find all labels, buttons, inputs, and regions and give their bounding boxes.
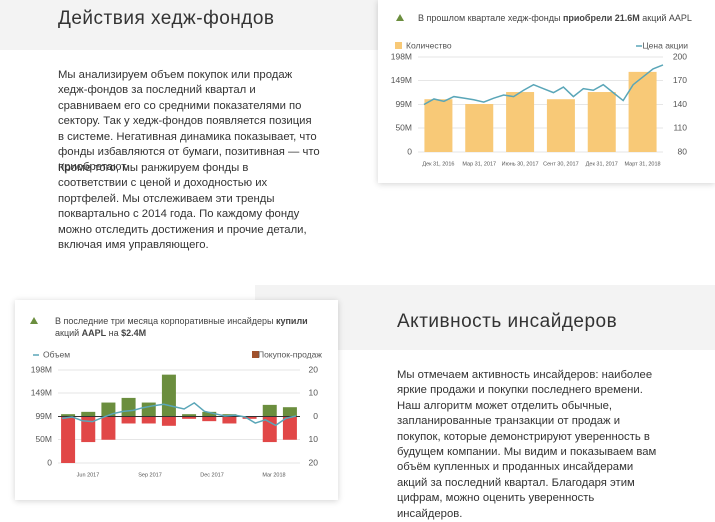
bar (424, 99, 453, 152)
tick-label: 110 (673, 123, 687, 133)
legend-label: Цена акции (642, 40, 688, 50)
tick-label: 99M (35, 411, 52, 421)
sell-bar (282, 416, 297, 440)
buy-bar (282, 407, 297, 417)
tick-label: 50M (395, 122, 412, 132)
header-text: акций AAPL (639, 13, 692, 23)
card (15, 300, 338, 500)
sell-bar (202, 416, 217, 422)
header-text: на (106, 328, 122, 338)
header-text: В прошлом квартале хедж-фонды (418, 13, 563, 23)
chart-header: В прошлом квартале хедж-фонды приобрели … (418, 12, 692, 24)
buy-bar (101, 402, 116, 417)
buy-bar (141, 402, 156, 417)
tick-label: 0 (47, 457, 52, 467)
up-icon (396, 14, 404, 21)
tick-label: 198M (31, 364, 52, 374)
bar (587, 92, 616, 152)
sell-bar (222, 416, 237, 424)
x-tick-label: Дек 31, 2017 (586, 161, 618, 167)
section-title: Действия хедж-фондов (58, 8, 275, 29)
tick-label: 0 (407, 146, 412, 156)
chart-header: В последние три месяца корпоративные инс… (55, 315, 325, 339)
tick-label: 149M (391, 75, 412, 85)
buy-bar (81, 411, 96, 417)
buy-bar (121, 397, 136, 417)
sell-bar (81, 416, 96, 443)
header-bold: приобрели 21.6M (562, 13, 640, 23)
tick-label: 80 (678, 146, 688, 156)
line (61, 401, 297, 427)
paragraph: Мы анализируем объем покупок или продаж … (58, 69, 320, 174)
tick-label: 149M (31, 387, 52, 397)
header-text: В последние три месяца корпоративные инс… (55, 316, 276, 326)
up-icon (30, 317, 38, 324)
sell-bar (242, 416, 257, 419)
x-tick-label: Июнь 30, 2017 (502, 161, 539, 167)
buy-bar (182, 414, 197, 417)
bar (546, 99, 575, 152)
line (423, 64, 664, 106)
header-text: акций (55, 328, 80, 338)
bar (506, 92, 535, 152)
tick-label: 20 (309, 364, 319, 374)
x-tick-label: Sep 2017 (138, 472, 162, 478)
x-tick-label: Jun 2017 (77, 472, 100, 478)
x-tick-label: Март 31, 2018 (625, 161, 661, 167)
legend-swatch (252, 351, 259, 358)
sell-bar (262, 416, 277, 443)
buy-bar (161, 374, 176, 417)
sell-bar (101, 416, 116, 440)
sell-bar (61, 416, 76, 463)
x-tick-label: Дек 31, 2016 (422, 161, 454, 167)
legend-label: Покупок-продаж (258, 349, 322, 359)
sell-bar (161, 416, 176, 426)
tick-label: 99M (395, 99, 412, 109)
bar (465, 104, 494, 152)
tick-label: 170 (673, 75, 687, 85)
legend-label: Объем (43, 349, 70, 359)
header-bold: купили (275, 316, 308, 326)
tick-label: 140 (673, 99, 687, 109)
section-title: Активность инсайдеров (397, 311, 618, 332)
legend-label: Количество (406, 40, 452, 50)
sell-bar (141, 416, 156, 424)
bar (628, 71, 657, 152)
buy-bar (61, 414, 76, 417)
tick-label: 20 (309, 457, 319, 467)
x-tick-label: Dec 2017 (200, 472, 224, 478)
paragraph: Кроме того, мы ранжируем фонды в соответ… (58, 162, 307, 252)
buy-bar (262, 404, 277, 417)
legend-swatch (395, 42, 402, 49)
x-tick-label: Сент 30, 2017 (543, 161, 579, 167)
x-tick-label: Mar 2018 (262, 472, 285, 478)
tick-label: 10 (309, 434, 319, 444)
sell-bar (121, 416, 136, 424)
sell-bar (182, 416, 197, 419)
tick-label: 200 (673, 51, 687, 61)
header-bold: $2.4M (121, 328, 147, 338)
tick-label: 50M (35, 434, 52, 444)
tick-label: 198M (391, 51, 412, 61)
header-bold: AAPL (81, 328, 107, 338)
tick-label: 10 (309, 388, 319, 398)
title-band (0, 0, 380, 50)
x-tick-label: Мар 31, 2017 (462, 161, 496, 167)
buy-bar (202, 411, 217, 417)
tick-label: 0 (313, 411, 318, 421)
